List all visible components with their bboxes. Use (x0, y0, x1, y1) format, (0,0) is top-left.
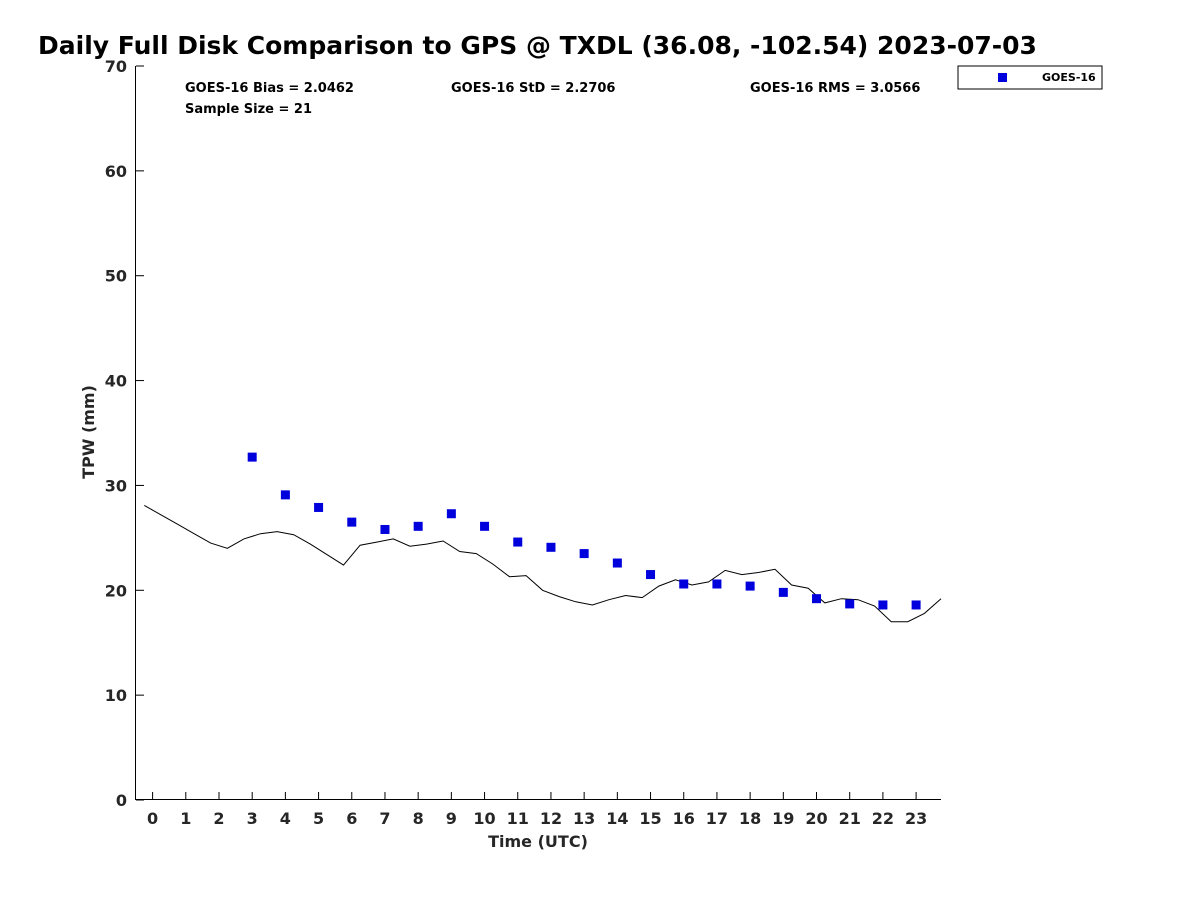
goes16-point (579, 549, 589, 559)
y-tick-label: 50 (105, 267, 127, 286)
stat-std: GOES-16 StD = 2.2706 (451, 81, 615, 96)
goes16-point (446, 509, 456, 519)
goes16-point (380, 524, 390, 534)
x-tick-label: 20 (805, 809, 827, 828)
x-tick-label: 17 (706, 809, 728, 828)
x-tick-label: 9 (446, 809, 457, 828)
x-tick-label: 6 (346, 809, 357, 828)
goes16-point (845, 599, 855, 609)
stat-rms: GOES-16 RMS = 3.0566 (750, 81, 920, 96)
goes16-point (480, 521, 490, 531)
x-tick-label: 0 (147, 809, 158, 828)
stat-sample-size: Sample Size = 21 (185, 102, 312, 117)
y-tick-label: 70 (105, 57, 127, 76)
goes16-point (911, 600, 921, 610)
goes16-point (513, 537, 523, 547)
x-tick-label: 23 (905, 809, 927, 828)
x-tick-label: 2 (213, 809, 224, 828)
goes16-point (612, 558, 622, 568)
x-tick-label: 1 (180, 809, 191, 828)
goes16-series (247, 452, 921, 610)
y-ticks: 0 10 20 30 40 50 60 70 (105, 57, 144, 810)
y-tick-label: 20 (105, 581, 127, 600)
y-axis-label: TPW (mm) (79, 385, 98, 479)
y-tick-label: 0 (116, 791, 127, 810)
x-tick-label: 21 (839, 809, 861, 828)
legend-label-goes16: GOES-16 (1042, 71, 1096, 84)
legend: GOES-16 (957, 65, 1103, 90)
goes16-point (546, 542, 556, 552)
x-tick-label: 16 (673, 809, 695, 828)
goes16-point (712, 579, 722, 589)
goes16-point (314, 502, 324, 512)
goes16-point (247, 452, 257, 462)
x-tick-label: 14 (606, 809, 628, 828)
x-tick-label: 5 (313, 809, 324, 828)
goes16-point (812, 594, 822, 604)
goes16-point (347, 517, 357, 527)
gps-series (144, 504, 942, 623)
x-tick-label: 19 (772, 809, 794, 828)
legend-box (957, 65, 1103, 90)
stat-bias: GOES-16 Bias = 2.0462 (185, 81, 354, 96)
x-tick-label: 18 (739, 809, 761, 828)
x-ticks: 0 1 2 3 4 5 6 7 8 9 10 11 12 13 14 15 16 17 18 19 20 21 22 23 (147, 792, 927, 828)
gps-line (144, 504, 942, 623)
x-tick-label: 12 (540, 809, 562, 828)
x-tick-label: 3 (247, 809, 258, 828)
x-tick-label: 13 (573, 809, 595, 828)
goes16-point (646, 570, 656, 580)
axes (135, 66, 941, 800)
x-tick-label: 7 (379, 809, 390, 828)
goes16-point (878, 600, 888, 610)
x-axis-label: Time (UTC) (488, 832, 588, 851)
x-tick-label: 15 (639, 809, 661, 828)
goes16-point (745, 581, 755, 591)
goes16-point (679, 579, 689, 589)
x-tick-label: 4 (280, 809, 291, 828)
x-tick-label: 11 (507, 809, 529, 828)
y-tick-label: 30 (105, 476, 127, 495)
goes16-point (280, 490, 290, 500)
y-tick-label: 10 (105, 686, 127, 705)
y-tick-label: 60 (105, 162, 127, 181)
x-tick-label: 10 (473, 809, 495, 828)
x-tick-label: 22 (872, 809, 894, 828)
goes16-point (778, 587, 788, 597)
y-tick-label: 40 (105, 372, 127, 391)
goes16-point (413, 521, 423, 531)
chart-title: Daily Full Disk Comparison to GPS @ TXDL… (38, 31, 1037, 60)
x-tick-label: 8 (413, 809, 424, 828)
legend-marker-goes16 (998, 73, 1007, 82)
